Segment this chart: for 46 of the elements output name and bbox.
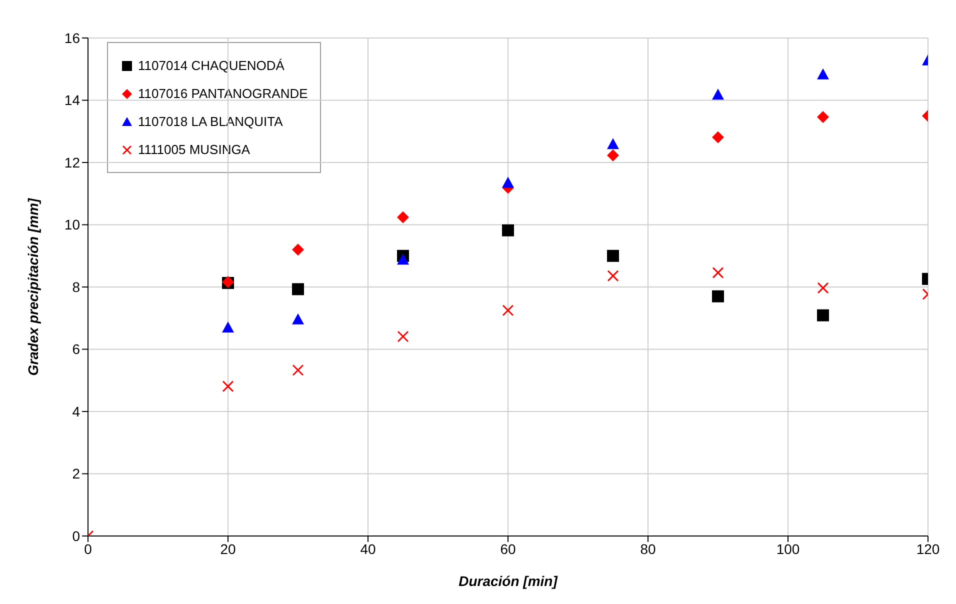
point [222,321,234,332]
y-tick-label: 12 [64,154,80,170]
x-tick-label: 120 [916,540,940,557]
point [292,283,304,296]
point [607,250,619,262]
point [292,313,304,324]
x-tick-label: 100 [776,540,800,557]
point [817,282,829,294]
x-tick-label: 60 [500,540,516,557]
x-tick-label: 40 [360,540,376,557]
y-tick-label: 10 [64,216,80,233]
point [817,111,829,124]
y-tick-label: 0 [72,528,80,544]
y-tick-label: 4 [72,403,80,420]
x-tick-label: 80 [640,540,656,557]
point [607,149,619,162]
point [292,244,304,256]
point [712,131,724,144]
y-tick-label: 2 [72,466,80,482]
point [607,270,619,282]
y-tick-label: 14 [64,92,80,108]
point [292,364,304,376]
x-axis-title: Duración [min] [458,573,559,589]
point [712,266,724,278]
legend-label: 1111005 MUSINGA [138,142,250,157]
x-tick-label: 0 [84,540,92,557]
point [712,290,724,302]
point [397,211,409,224]
point [817,309,829,322]
point [222,380,234,392]
y-tick-label: 16 [64,30,80,46]
point [397,330,409,342]
y-axis-title: Gradex precipitación [mm] [24,196,41,376]
point [817,68,829,80]
point [502,176,514,188]
x-tick-label: 20 [220,540,236,557]
legend-label: 1107018 LA BLANQUITA [138,114,283,129]
point [607,138,619,150]
point [712,88,724,100]
point [397,254,409,265]
point [502,224,514,236]
point [502,304,514,316]
legend-label: 1107014 CHAQUENODÁ [138,58,284,73]
y-tick-label: 8 [72,278,80,295]
y-tick-label: 6 [72,341,80,358]
legend-label: 1107016 PANTANOGRANDE [138,86,308,101]
